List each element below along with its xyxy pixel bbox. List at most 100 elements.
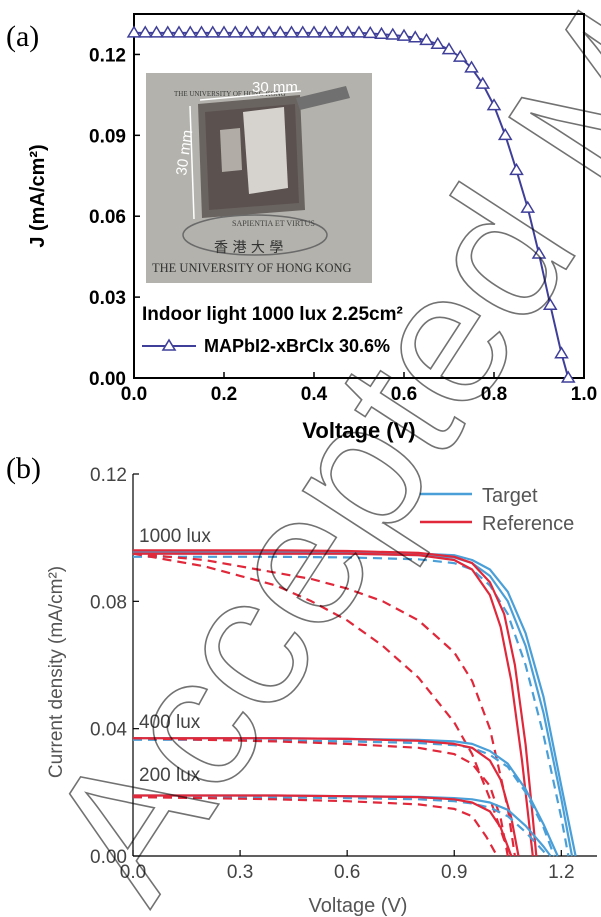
panel-a-data-point bbox=[137, 25, 153, 38]
panel-b-ticks: 0.0 0.3 0.6 0.9 1.2 0.00 0.04 0.08 0.12 bbox=[90, 465, 575, 883]
panel-a-data-point bbox=[520, 200, 536, 213]
panel-a-tag: (a) bbox=[6, 20, 39, 53]
panel-a-data-point bbox=[509, 162, 524, 176]
panel-a-data-point bbox=[362, 25, 378, 39]
panel-a-data-point bbox=[441, 42, 457, 55]
panel-a-data-point bbox=[250, 25, 266, 38]
annotation-200-lux: 200 lux bbox=[139, 765, 201, 786]
panel-b-xtick-label: 1.2 bbox=[548, 862, 574, 883]
panel-a-data-point bbox=[464, 60, 479, 73]
panel-b-series-line bbox=[133, 549, 538, 857]
panel-a-data-point bbox=[475, 76, 491, 89]
tweezers bbox=[296, 86, 350, 110]
annotation-1000-lux: 1000 lux bbox=[139, 526, 211, 547]
panel-a-data-point bbox=[160, 25, 176, 38]
panel-a-data-point bbox=[126, 25, 142, 38]
panel-b-xtick-label: 0.9 bbox=[441, 862, 467, 883]
panel-a-data-point bbox=[182, 25, 198, 38]
panel-b-xtick-label: 0.6 bbox=[334, 862, 360, 883]
panel-a-ytick-label: 0.00 bbox=[89, 369, 126, 390]
legend-label-a: MAPbI2-xBrClx 30.6% bbox=[204, 336, 390, 356]
panel-b-series-line bbox=[133, 737, 520, 857]
panel-a-xtick-label: 1.0 bbox=[571, 384, 597, 405]
panel-a-data-point bbox=[430, 36, 446, 49]
panel-a-ytick-label: 0.09 bbox=[89, 126, 126, 147]
panel-a-data-point bbox=[329, 25, 344, 38]
panel-a-data-point bbox=[317, 25, 333, 38]
panel-a-xtick-label: 0.6 bbox=[391, 384, 417, 405]
panel-b-ytick-label: 0.08 bbox=[90, 592, 127, 613]
panel-a-data-point bbox=[284, 25, 299, 38]
panel-a-ticks: 0.0 0.2 0.4 0.6 0.8 1.0 0.00 0.03 0.06 0.09 0.12 bbox=[89, 45, 597, 405]
panel-a-ytick-label: 0.03 bbox=[89, 288, 126, 309]
panel-a-data-point bbox=[171, 25, 187, 38]
panel-b-series-line bbox=[132, 737, 509, 857]
inset-photo: THE UNIVERSITY OF HONG KONG SAPIENTIA ET… bbox=[146, 73, 372, 283]
panel-b-series-line bbox=[133, 555, 570, 857]
panel-a-series-line bbox=[134, 31, 570, 379]
seal-text: THE UNIVERSITY OF HONG KONG bbox=[152, 261, 352, 275]
panel-a-annotation: Indoor light 1000 lux 2.25cm² bbox=[142, 304, 403, 325]
legend-marker-a bbox=[161, 338, 177, 351]
panel-b-series-line bbox=[132, 552, 513, 857]
seal-chinese: 香 港 大 學 bbox=[214, 240, 283, 256]
panel-a-data-point bbox=[554, 346, 569, 359]
panel-a-data-point bbox=[194, 25, 209, 38]
panel-a-data-point bbox=[374, 26, 389, 39]
panel-a-data-point bbox=[419, 32, 434, 46]
panel-a-legend: MAPbI2-xBrClx 30.6% bbox=[142, 336, 390, 356]
panel-b-chart: 0.0 0.3 0.6 0.9 1.2 0.00 0.04 0.08 0.12 Target R… bbox=[46, 465, 597, 917]
panel-a-data-point bbox=[261, 25, 277, 38]
panel-a-data-point bbox=[560, 370, 576, 383]
panel-a-data-point bbox=[351, 25, 367, 38]
module-reflection bbox=[243, 107, 288, 194]
panel-b-series-line bbox=[133, 795, 548, 857]
panel-a-chart: 0.0 0.2 0.4 0.6 0.8 1.0 0.00 0.03 0.06 0.09 0.12 T… bbox=[27, 13, 597, 443]
panel-b-series-line bbox=[133, 552, 534, 857]
panel-a-ylabel: J (mA/cm²) bbox=[27, 144, 49, 247]
panel-a-xtick-label: 0.4 bbox=[301, 384, 328, 405]
panel-a-data-point bbox=[497, 127, 513, 141]
panel-b-ytick-label: 0.00 bbox=[90, 847, 127, 868]
dim-line-top bbox=[199, 90, 302, 101]
panel-b-series-line bbox=[132, 552, 516, 857]
panel-b-xtick-label: 0.3 bbox=[227, 862, 253, 883]
panel-b-ylabel: Current density (mA/cm²) bbox=[46, 566, 67, 778]
panel-a-data-point bbox=[531, 246, 547, 259]
annotation-400-lux: 400 lux bbox=[139, 712, 201, 733]
panel-a-data-point bbox=[149, 25, 164, 38]
panel-a-data-point bbox=[486, 98, 502, 111]
panel-a-data-point bbox=[542, 297, 558, 310]
panel-a-xtick-label: 0.2 bbox=[211, 384, 237, 405]
panel-a-data-point bbox=[306, 25, 322, 38]
panel-a-data-point bbox=[452, 49, 468, 62]
panel-a-data-point bbox=[385, 27, 401, 40]
panel-b-series-line bbox=[133, 550, 577, 857]
panel-b-xtick-label: 0.0 bbox=[120, 862, 146, 883]
photo-top-text: THE UNIVERSITY OF HONG KONG bbox=[174, 90, 286, 98]
panel-a-data-point bbox=[295, 25, 311, 38]
panel-a-data-point bbox=[340, 25, 356, 38]
panel-b-ytick-label: 0.12 bbox=[90, 465, 127, 486]
panel-b-tag: (b) bbox=[6, 452, 41, 485]
university-seal bbox=[182, 214, 328, 256]
panel-a-data-point bbox=[396, 28, 412, 41]
dim-line-side bbox=[189, 105, 195, 220]
dim-label-top: 30 mm bbox=[252, 79, 298, 96]
panel-b-legend: Target Reference bbox=[420, 485, 574, 535]
dim-label-side: 30 mm bbox=[173, 129, 196, 177]
legend-label-target: Target bbox=[482, 485, 538, 507]
panel-a-data-point bbox=[407, 30, 423, 43]
panel-a-series bbox=[126, 25, 576, 383]
panel-a-ytick-label: 0.06 bbox=[89, 207, 126, 228]
panel-b-ytick-label: 0.04 bbox=[90, 720, 127, 741]
legend-label-reference: Reference bbox=[482, 513, 574, 535]
panel-b-series bbox=[132, 549, 577, 857]
panel-a-xtick-label: 0.8 bbox=[481, 384, 507, 405]
panel-a-data-point bbox=[272, 25, 288, 38]
panel-b-series-line bbox=[133, 794, 513, 857]
panel-a-data-point bbox=[227, 25, 243, 38]
panel-a-frame bbox=[133, 13, 585, 379]
module-reflection-2 bbox=[220, 128, 242, 172]
